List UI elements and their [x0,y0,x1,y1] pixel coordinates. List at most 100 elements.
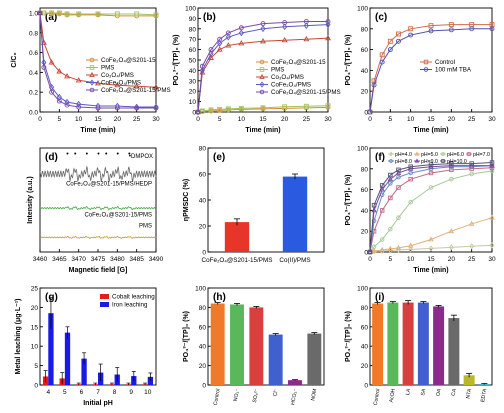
data-point [489,26,495,32]
y-tick-label: 60 [199,324,207,331]
legend-entry: Co₃O₄/PMS [101,72,134,79]
y-axis-label: Metal leaching (μg·L⁻¹) [15,298,22,374]
y-axis-label: PO₄³⁻/[TP]₀ (%) [345,34,352,85]
data-point [489,162,495,168]
legend-entry: Iron leaching [112,302,148,309]
panel-i: (i) 0 20 40 60 80 100 PO₄³⁻/[TP]₀ (%) Control AcO… [345,286,493,406]
data-point [217,36,223,42]
series-line [369,170,493,253]
y-tick-label: 80 [361,305,369,312]
data-point [489,214,495,220]
legend-marker [89,65,95,70]
data-point [448,27,454,33]
data-point [56,93,62,101]
x-tick-label: 25 [303,116,311,123]
x-tick-label: 20 [448,116,456,123]
x-tick-label: 20 [448,256,456,263]
y-tick-label: 25 [31,286,39,293]
x-tick-label: 9 [129,389,133,396]
data-point [238,105,244,111]
y-tick-label: 20 [361,229,369,236]
data-point [56,98,62,104]
x-tick-label: NOM [310,388,318,401]
spectrum-line [39,206,157,211]
data-point [379,208,385,213]
data-point [387,38,393,44]
data-point [195,109,201,115]
series-line [39,12,156,108]
data-point [208,107,214,113]
y-tick-label: 0 [34,383,38,390]
legend-entry: Control [435,59,455,66]
series-b-4 [195,19,331,115]
data-point [371,82,377,88]
data-point [428,162,434,167]
legend-entry: pH=5.0 [421,152,438,158]
legend-entry: PMS [271,67,284,74]
data-point [303,103,309,109]
data-point [387,245,394,251]
data-point [225,33,231,41]
data-point [388,181,393,186]
spectrum-annotation: PMS [139,224,152,230]
y-tick-label: 80 [189,26,197,33]
legend-entry: •DMPOX [129,154,153,160]
panel-label: (h) [213,292,226,303]
y-tick-label: 50 [189,58,197,65]
plot-frame [39,147,157,253]
data-point [282,23,288,31]
y-tick-label: 30 [189,78,197,85]
data-point [396,174,401,180]
data-point [133,82,140,89]
legend-entry: pH=7.0 [473,152,490,158]
y-tick-label: 0 [192,110,196,117]
legend-entry: PMS [101,65,114,72]
panel-label: (d) [45,152,58,163]
peak-marker: • [86,151,89,158]
x-axis-label: Time (min) [80,127,115,134]
x-tick-label: Co(II)/PMS [279,257,310,264]
data-point [379,59,385,65]
series-line [39,12,156,109]
data-point [396,185,401,190]
y-axis-label: C/C₀ [11,52,18,67]
data-point [448,228,455,234]
x-tick-label: AcOH [389,388,397,403]
series-line [369,165,493,253]
data-point [371,247,377,253]
legend-marker [89,87,95,93]
x-tick-label: 8 [113,389,117,396]
y-axis-label: Intensity (a.u.) [27,176,34,223]
legend-swatch [100,302,109,307]
data-point [396,31,401,37]
data-point [64,102,70,108]
y-tick-label: 40 [189,68,197,75]
y-tick-label: 5 [34,363,38,370]
data-point [388,172,393,178]
data-point [489,242,495,249]
y-tick-label: 100 [357,146,368,153]
x-tick-label: 20 [114,116,122,123]
y-tick-label: 60 [199,172,207,179]
bar [282,176,308,252]
y-tick-label: 70 [189,37,197,44]
y-tick-label: 60 [361,324,369,331]
legend-marker [89,71,95,77]
data-point [469,171,474,177]
series-line [369,162,493,253]
data-point [48,59,55,65]
data-point [396,38,401,44]
data-point [64,73,71,79]
x-tick-label: 0 [196,116,200,123]
y-tick-label: 0 [202,250,206,257]
data-point [49,89,55,95]
y-tick-label: 40 [361,208,369,215]
data-point [225,106,231,112]
x-tick-label: 10 [407,256,415,263]
legend-entry: CoFe₂O₄@S201-15/PMS [101,87,171,94]
legend-marker [259,67,265,72]
x-tick-label: 10 [407,116,415,123]
